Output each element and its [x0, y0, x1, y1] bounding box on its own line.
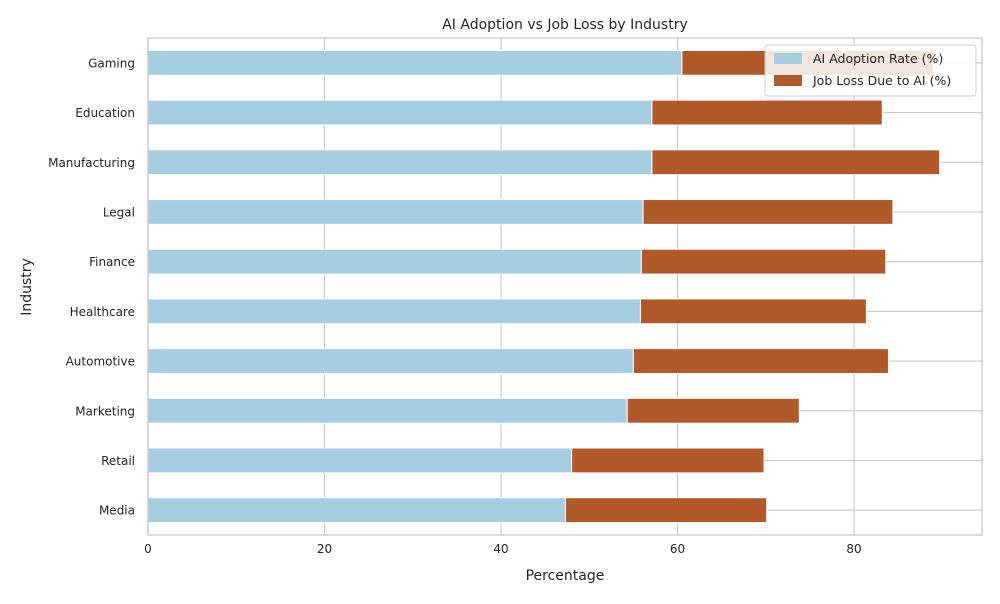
- bar-ai-adoption: [147, 348, 634, 374]
- bar-job-loss: [564, 497, 768, 524]
- bars-layer: [147, 49, 941, 524]
- y-tick-label: Education: [75, 106, 135, 120]
- legend-box: [764, 44, 977, 97]
- chart-title: AI Adoption vs Job Loss by Industry: [442, 17, 688, 33]
- bar-ai-adoption: [147, 248, 642, 275]
- bar-job-loss: [639, 298, 867, 325]
- plot-frame: [147, 37, 983, 536]
- legend-swatch: [774, 53, 802, 64]
- y-tick-label: Gaming: [88, 56, 135, 70]
- bar-ai-adoption: [147, 49, 683, 76]
- bar-ai-adoption: [147, 99, 653, 126]
- bar-job-loss: [642, 199, 894, 225]
- bar-job-loss: [632, 348, 889, 374]
- bar-ai-adoption: [147, 447, 573, 474]
- y-tick-label: Finance: [89, 255, 135, 269]
- x-tick-label: 20: [317, 542, 332, 556]
- x-tick-label: 80: [846, 542, 861, 556]
- legend: AI Adoption Rate (%) Job Loss Due to AI (…: [764, 44, 977, 97]
- y-tick-label: Manufacturing: [48, 156, 135, 170]
- legend-label: Job Loss Due to AI (%): [812, 73, 951, 88]
- x-axis-label: Percentage: [526, 568, 605, 584]
- y-tick-label: Automotive: [66, 355, 135, 369]
- y-tick-label: Healthcare: [70, 305, 135, 319]
- bar-job-loss: [651, 99, 883, 126]
- y-tick-label: Retail: [101, 454, 135, 468]
- bar-ai-adoption: [147, 149, 653, 176]
- y-tick-label: Marketing: [75, 404, 135, 418]
- ticks-layer: 0 20 40 60 80 Gaming Education Manufacturing Leg…: [48, 56, 862, 556]
- x-tick-label: 0: [144, 542, 152, 556]
- bar-job-loss: [626, 397, 800, 424]
- bar-ai-adoption: [147, 298, 641, 325]
- bar-job-loss: [640, 248, 887, 275]
- y-tick-label: Legal: [103, 205, 135, 219]
- x-tick-label: 40: [493, 542, 508, 556]
- bar-job-loss: [571, 447, 765, 474]
- legend-label: AI Adoption Rate (%): [813, 51, 943, 66]
- y-axis-label: Industry: [19, 258, 35, 316]
- y-tick-label: Media: [99, 504, 135, 518]
- bar-ai-adoption: [147, 199, 644, 225]
- bar-ai-adoption: [147, 497, 566, 524]
- bar-job-loss: [651, 149, 941, 176]
- x-tick-label: 60: [670, 542, 685, 556]
- frame-layer: [147, 37, 983, 536]
- bar-ai-adoption: [147, 397, 628, 424]
- legend-swatch: [774, 75, 802, 86]
